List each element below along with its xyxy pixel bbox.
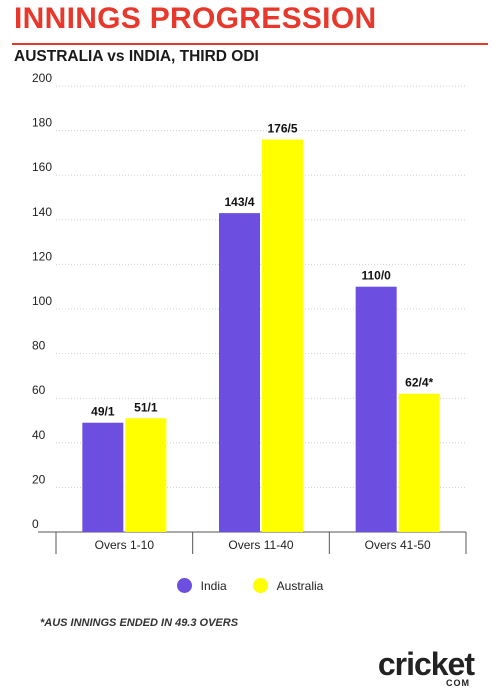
legend-label-india: India [200, 578, 227, 593]
y-tick-label: 100 [32, 294, 52, 308]
chart-subtitle: AUSTRALIA vs INDIA, THIRD ODI [14, 48, 259, 65]
legend-label-australia: Australia [276, 578, 324, 593]
y-tick-label: 80 [32, 339, 46, 353]
x-tick-label: Overs 1-10 [95, 538, 155, 552]
legend-item-australia: Australia [252, 578, 324, 593]
footnote: *AUS INNINGS ENDED IN 49.3 OVERS [40, 617, 239, 629]
title-divider [12, 43, 488, 45]
bar-india [355, 286, 397, 532]
x-tick-label: Overs 41-50 [365, 538, 431, 552]
y-tick-label: 200 [32, 71, 52, 85]
bar-chart: 0 20 40 60 80 100 120 140 160 180 200 Overs 1-10 Ove… [32, 71, 467, 554]
legend-item-india: India [176, 578, 227, 593]
data-label: 62/4* [405, 376, 433, 390]
legend-swatch-india [176, 578, 192, 593]
y-tick-label: 60 [32, 383, 46, 397]
data-label: 143/4 [224, 195, 254, 209]
data-label: 176/5 [267, 122, 297, 136]
logo-com: COM [446, 678, 470, 688]
cricket-com-logo: cricket COM [377, 646, 475, 688]
x-tick-label: Overs 11-40 [228, 538, 293, 552]
chart-title: INNINGS PROGRESSION [14, 2, 377, 35]
y-tick-label: 180 [32, 116, 52, 130]
logo-wordmark: cricket [377, 646, 475, 682]
legend: India Australia [0, 578, 500, 593]
bar-india [219, 213, 260, 533]
data-label: 49/1 [91, 405, 115, 419]
y-tick-label: 160 [32, 160, 52, 174]
data-label: 110/0 [361, 269, 391, 283]
bar-australia [125, 418, 167, 532]
y-tick-label: 20 [32, 472, 46, 486]
y-tick-label: 120 [32, 249, 52, 263]
y-tick-label: 0 [32, 517, 39, 531]
bar-australia [398, 393, 440, 532]
bar-australia [262, 139, 303, 532]
legend-swatch-australia [252, 578, 268, 593]
y-tick-label: 40 [32, 428, 46, 442]
bar-india [82, 422, 124, 532]
data-label: 51/1 [134, 400, 158, 414]
y-tick-label: 140 [32, 205, 52, 219]
